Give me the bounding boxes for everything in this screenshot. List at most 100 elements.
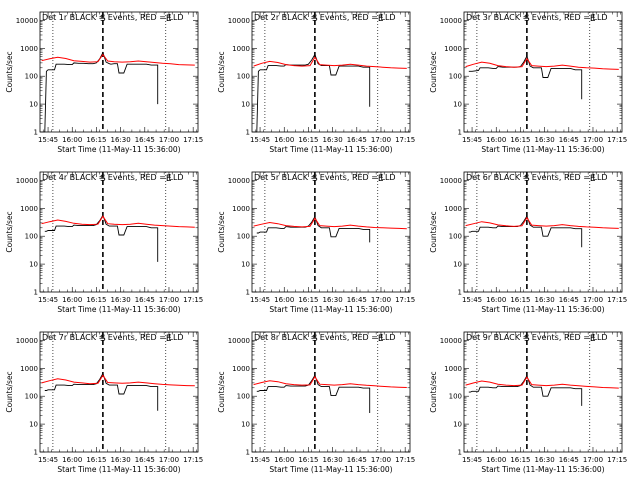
events-series-line: [468, 55, 583, 100]
panel-3: 1 10 100 1000 10000 15:45 16:00 16:15 16:30 16:45…: [429, 11, 627, 154]
y-axis-label: Counts/sec: [217, 51, 226, 92]
x-axis-label: Start Time (11-May-11 15:36:00): [269, 145, 392, 154]
panel-title: Det 8r BLACK = Events, RED = LLD: [254, 333, 396, 342]
x-tick-label: 16:30: [111, 136, 131, 144]
end-marker-label: E: [590, 174, 596, 184]
y-tick-label: 100: [237, 73, 250, 81]
plot-frame: [463, 171, 623, 293]
y-tick-label: 10: [29, 261, 38, 269]
y-tick-label: 100: [449, 393, 462, 401]
x-tick-label: 15:45: [38, 136, 58, 144]
panel-9: 1 10 100 1000 10000 15:45 16:00 16:15 16:30 16:45…: [429, 331, 627, 474]
start-marker-label: S: [312, 14, 318, 24]
y-tick-label: 1000: [444, 45, 462, 53]
y-tick-label: 1: [246, 129, 250, 137]
x-tick-label: 15:45: [250, 296, 270, 304]
x-tick-label: 16:45: [347, 456, 367, 464]
end-marker-label: E: [590, 14, 596, 24]
x-tick-label: 15:45: [38, 456, 58, 464]
x-axis-label: Start Time (11-May-11 15:36:00): [57, 465, 180, 474]
x-tick-label: 15:45: [38, 296, 58, 304]
panel-7: 1 10 100 1000 10000 15:45 16:00 16:15 16:30 16:45…: [5, 331, 203, 474]
y-tick-label: 1: [34, 129, 38, 137]
x-tick-label: 16:00: [274, 136, 294, 144]
y-tick-label: 10: [453, 101, 462, 109]
y-tick-label: 10: [29, 421, 38, 429]
y-tick-label: 10000: [16, 17, 38, 25]
x-tick-label: 16:00: [62, 136, 82, 144]
panel-title: Det 6r BLACK = Events, RED = LLD: [466, 173, 608, 182]
lld-series-line: [465, 376, 619, 389]
x-tick-label: 17:00: [159, 296, 179, 304]
y-tick-label: 1000: [20, 365, 38, 373]
y-tick-label: 10: [241, 101, 250, 109]
start-marker-label: S: [524, 174, 530, 184]
plot-frame: [39, 331, 199, 453]
panel-4: 1 10 100 1000 10000 15:45 16:00 16:15 16:30 16:45…: [5, 171, 203, 314]
events-series-line: [256, 53, 371, 133]
panel-title: Det 2r BLACK = Events, RED = LLD: [254, 13, 396, 22]
x-tick-label: 17:00: [159, 136, 179, 144]
y-tick-label: 10: [453, 421, 462, 429]
y-tick-label: 1: [34, 289, 38, 297]
end-marker-label: E: [378, 14, 384, 24]
x-axis-label: Start Time (11-May-11 15:36:00): [481, 465, 604, 474]
panel-title: Det 4r BLACK = Events, RED = LLD: [42, 173, 184, 182]
start-marker-label: S: [524, 14, 530, 24]
x-tick-label: 16:15: [86, 136, 106, 144]
lld-series-line: [253, 56, 407, 69]
x-tick-label: 16:15: [298, 456, 318, 464]
x-tick-label: 16:00: [274, 456, 294, 464]
y-tick-label: 100: [237, 393, 250, 401]
x-tick-label: 16:30: [323, 296, 343, 304]
events-series-line: [44, 51, 159, 133]
y-tick-label: 1: [246, 289, 250, 297]
y-tick-label: 100: [25, 393, 38, 401]
y-tick-label: 1000: [444, 205, 462, 213]
x-tick-label: 16:15: [298, 136, 318, 144]
x-tick-label: 17:00: [583, 136, 603, 144]
start-marker-label: S: [524, 334, 530, 344]
x-tick-label: 16:45: [347, 136, 367, 144]
start-marker-label: S: [312, 334, 318, 344]
y-tick-label: 10000: [16, 337, 38, 345]
x-tick-label: 16:45: [347, 296, 367, 304]
start-marker-label: S: [100, 334, 106, 344]
y-tick-label: 10000: [440, 337, 462, 345]
y-tick-label: 10000: [228, 17, 250, 25]
x-tick-label: 17:15: [607, 296, 627, 304]
x-tick-label: 16:00: [274, 296, 294, 304]
x-tick-label: 16:45: [559, 456, 579, 464]
y-tick-label: 10: [241, 261, 250, 269]
y-tick-label: 10000: [440, 177, 462, 185]
y-axis-label: Counts/sec: [5, 371, 14, 412]
plot-frame: [251, 11, 411, 133]
end-marker-label: E: [378, 334, 384, 344]
end-marker-label: E: [166, 174, 172, 184]
panel-5: 1 10 100 1000 10000 15:45 16:00 16:15 16:30 16:45…: [217, 171, 415, 314]
y-tick-label: 10000: [228, 337, 250, 345]
x-tick-label: 16:15: [510, 296, 530, 304]
x-axis-label: Start Time (11-May-11 15:36:00): [57, 145, 180, 154]
y-tick-label: 100: [237, 233, 250, 241]
x-tick-label: 16:30: [111, 456, 131, 464]
x-tick-label: 16:30: [535, 456, 555, 464]
x-tick-label: 16:00: [62, 296, 82, 304]
plot-frame: [39, 11, 199, 133]
x-axis-label: Start Time (11-May-11 15:36:00): [57, 305, 180, 314]
y-tick-label: 1000: [20, 45, 38, 53]
start-marker-label: S: [100, 14, 106, 24]
x-tick-label: 17:15: [607, 456, 627, 464]
y-tick-label: 10: [453, 261, 462, 269]
y-axis-label: Counts/sec: [429, 51, 438, 92]
events-series-line: [468, 215, 583, 248]
x-tick-label: 17:15: [395, 456, 415, 464]
events-series-line: [468, 374, 583, 406]
y-axis-label: Counts/sec: [217, 371, 226, 412]
end-marker-label: E: [378, 174, 384, 184]
y-tick-label: 1000: [232, 365, 250, 373]
y-tick-label: 1000: [232, 45, 250, 53]
y-axis-label: Counts/sec: [5, 211, 14, 252]
y-axis-label: Counts/sec: [5, 51, 14, 92]
